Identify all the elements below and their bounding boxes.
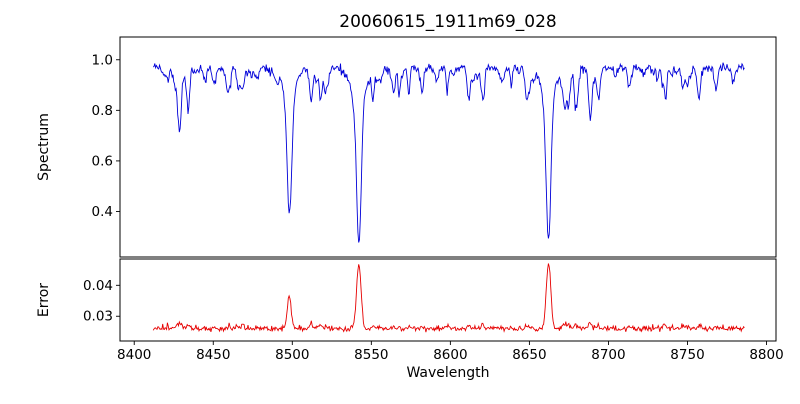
x-tick-label: 8450: [196, 347, 230, 363]
x-tick-label: 8800: [749, 347, 783, 363]
error-panel-frame: [119, 258, 777, 342]
spectrum-y-tick-label: 0.6: [92, 153, 113, 169]
x-tick-label: 8650: [512, 347, 546, 363]
x-axis-label: Wavelength: [406, 365, 489, 381]
x-tick-label: 8600: [433, 347, 467, 363]
error-y-axis-label: Error: [36, 283, 52, 317]
spectrum-y-tick-label: 0.4: [92, 204, 113, 220]
x-tick-label: 8400: [117, 347, 151, 363]
chart-title: 20060615_1911m69_028: [339, 12, 556, 32]
x-tick-label: 8500: [275, 347, 309, 363]
x-tick-label: 8750: [670, 347, 704, 363]
spectrum-y-tick-label: 1.0: [92, 52, 113, 68]
error-line: [152, 263, 745, 333]
spectrum-line: [152, 62, 745, 243]
spectrum-y-axis-label: Spectrum: [36, 113, 52, 181]
plot-layer: 8400 8450 8500 8550 8600 8650 8700 8750 8800 0.4 0…: [83, 52, 784, 363]
x-tick-label: 8700: [591, 347, 625, 363]
error-y-tick-label: 0.04: [83, 278, 113, 294]
x-tick-label: 8550: [354, 347, 388, 363]
error-y-tick-label: 0.03: [83, 309, 113, 325]
spectrum-y-tick-label: 0.8: [92, 103, 113, 119]
spectrum-panel-frame: [119, 36, 777, 258]
